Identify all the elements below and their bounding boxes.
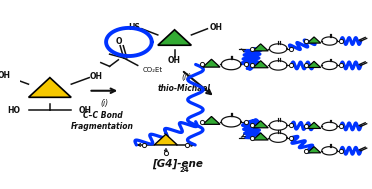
Polygon shape bbox=[158, 30, 191, 45]
Polygon shape bbox=[307, 61, 321, 67]
Text: OH: OH bbox=[210, 23, 222, 32]
Polygon shape bbox=[307, 122, 321, 129]
Text: 24: 24 bbox=[180, 167, 190, 173]
Polygon shape bbox=[29, 78, 71, 97]
Text: HS: HS bbox=[128, 23, 140, 32]
Text: OH: OH bbox=[90, 72, 103, 81]
Text: O: O bbox=[115, 37, 122, 46]
Polygon shape bbox=[253, 133, 268, 140]
Polygon shape bbox=[307, 147, 321, 153]
Text: (i): (i) bbox=[100, 99, 108, 108]
Text: OH: OH bbox=[168, 56, 181, 65]
Polygon shape bbox=[253, 44, 268, 51]
Polygon shape bbox=[203, 59, 220, 67]
Text: (ii): (ii) bbox=[182, 73, 192, 82]
Text: OH: OH bbox=[0, 71, 11, 80]
Polygon shape bbox=[253, 121, 268, 128]
Text: C–C Bond: C–C Bond bbox=[83, 111, 122, 120]
Polygon shape bbox=[307, 37, 321, 43]
Text: Fragmentation: Fragmentation bbox=[71, 122, 134, 131]
Polygon shape bbox=[253, 61, 268, 68]
Polygon shape bbox=[203, 116, 220, 124]
Text: [G4]-ene: [G4]-ene bbox=[152, 159, 203, 169]
Text: OH: OH bbox=[79, 106, 92, 115]
Text: HO: HO bbox=[8, 106, 21, 115]
Text: CO₂Et: CO₂Et bbox=[142, 67, 163, 73]
Polygon shape bbox=[154, 134, 177, 145]
Text: thio-Michael: thio-Michael bbox=[158, 84, 211, 93]
